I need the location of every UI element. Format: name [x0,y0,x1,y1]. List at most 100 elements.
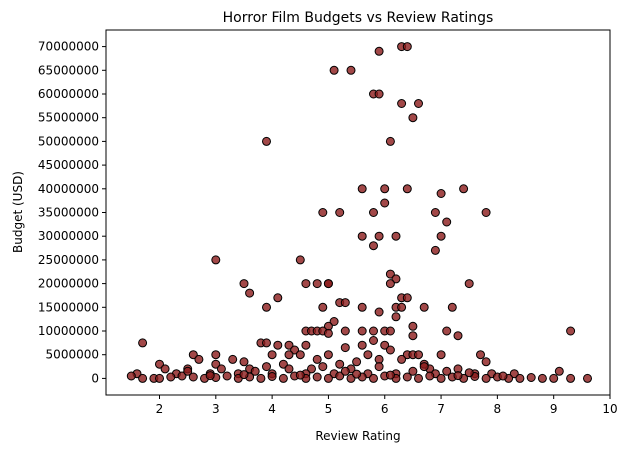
data-point-21 [430,208,440,217]
data-point-110 [160,364,170,374]
data-point-91 [363,350,373,360]
y-tick-label-60000000: 60000000 [38,87,99,101]
data-point-187 [352,369,362,379]
data-point-63 [340,326,350,336]
data-point-148 [312,372,322,382]
data-point-145 [278,373,288,383]
x-tick-label-7: 7 [437,402,445,416]
y-tick-label-50000000: 50000000 [38,134,99,148]
x-tick-label-8: 8 [494,402,502,416]
data-point-8 [414,99,423,108]
data-point-83 [385,345,395,355]
data-point-23 [442,217,452,227]
data-point-159 [436,373,446,383]
y-tick-label-70000000: 70000000 [38,40,99,54]
y-tick-label-20000000: 20000000 [38,277,99,291]
data-point-190 [464,368,474,378]
data-point-95 [436,350,446,360]
data-point-30 [211,255,221,265]
data-point-181 [250,366,260,376]
data-point-149 [323,373,333,383]
data-point-140 [222,371,232,381]
y-tick-label-45000000: 45000000 [38,158,99,172]
y-tick-label-0: 0 [91,371,99,385]
data-point-171 [583,373,592,383]
data-point-144 [267,372,277,381]
data-point-97 [194,354,204,364]
data-point-96 [476,350,485,360]
data-point-31 [295,255,305,265]
data-point-67 [385,326,395,336]
data-point-76 [273,340,283,350]
x-tick-label-6: 6 [381,402,389,416]
data-point-71 [408,331,418,341]
x-tick-label-3: 3 [212,402,220,416]
data-point-3 [329,65,339,75]
data-point-167 [526,373,536,382]
x-axis-ticks: 2 3 4 5 6 7 8 9 10 [156,395,618,416]
data-point-26 [391,231,401,241]
data-point-89 [295,350,305,360]
data-point-77 [284,340,294,350]
x-axis-title: Review Rating [315,429,400,443]
data-point-175 [284,364,294,374]
data-point-183 [419,362,429,372]
data-point-158 [425,371,435,381]
data-point-172 [183,366,193,376]
data-point-108 [335,359,345,369]
data-point-36 [312,279,322,289]
data-point-1 [402,42,412,52]
y-tick-label-25000000: 25000000 [38,253,99,267]
x-tick-label-10: 10 [602,402,617,416]
data-point-135 [166,372,176,382]
data-point-10 [262,136,271,146]
data-point-170 [566,373,576,383]
data-point-168 [537,373,547,383]
data-point-7 [397,99,407,108]
data-point-6 [374,89,384,99]
data-point-113 [307,364,316,374]
data-point-103 [239,357,249,367]
data-point-101 [397,354,407,364]
data-point-117 [554,366,564,376]
data-point-78 [301,340,311,350]
data-point-55 [391,312,401,322]
data-point-2 [374,46,384,56]
data-point-46 [340,298,350,308]
data-point-153 [369,373,378,383]
data-point-99 [312,354,322,364]
data-point-131 [126,371,136,381]
data-point-38 [323,279,333,289]
data-point-22 [481,208,491,217]
data-point-18 [318,208,328,217]
data-point-177 [374,362,384,372]
y-tick-label-5000000: 5000000 [46,348,99,362]
data-point-94 [414,350,423,360]
x-tick-label-9: 9 [550,402,558,416]
data-point-80 [380,340,390,350]
data-point-41 [245,288,255,298]
chart-title: Horror Film Budgets vs Review Ratings [223,10,494,26]
data-point-130 [509,369,519,379]
data-point-35 [301,279,311,289]
data-point-134 [155,373,164,383]
data-point-40 [464,279,474,289]
y-tick-label-10000000: 10000000 [38,324,99,338]
data-point-68 [442,326,452,336]
data-point-20 [369,208,378,217]
data-point-157 [414,373,423,383]
data-point-24 [357,231,367,241]
data-point-47 [262,302,271,312]
y-tick-label-40000000: 40000000 [38,182,99,196]
data-point-174 [262,362,271,372]
data-point-163 [481,373,491,383]
data-point-11 [385,136,395,146]
data-point-48 [318,302,328,312]
data-point-189 [453,371,463,381]
data-point-13 [380,184,390,194]
data-point-79 [357,340,367,350]
data-point-19 [335,208,345,217]
data-point-32 [385,269,395,279]
data-point-54 [374,307,384,317]
